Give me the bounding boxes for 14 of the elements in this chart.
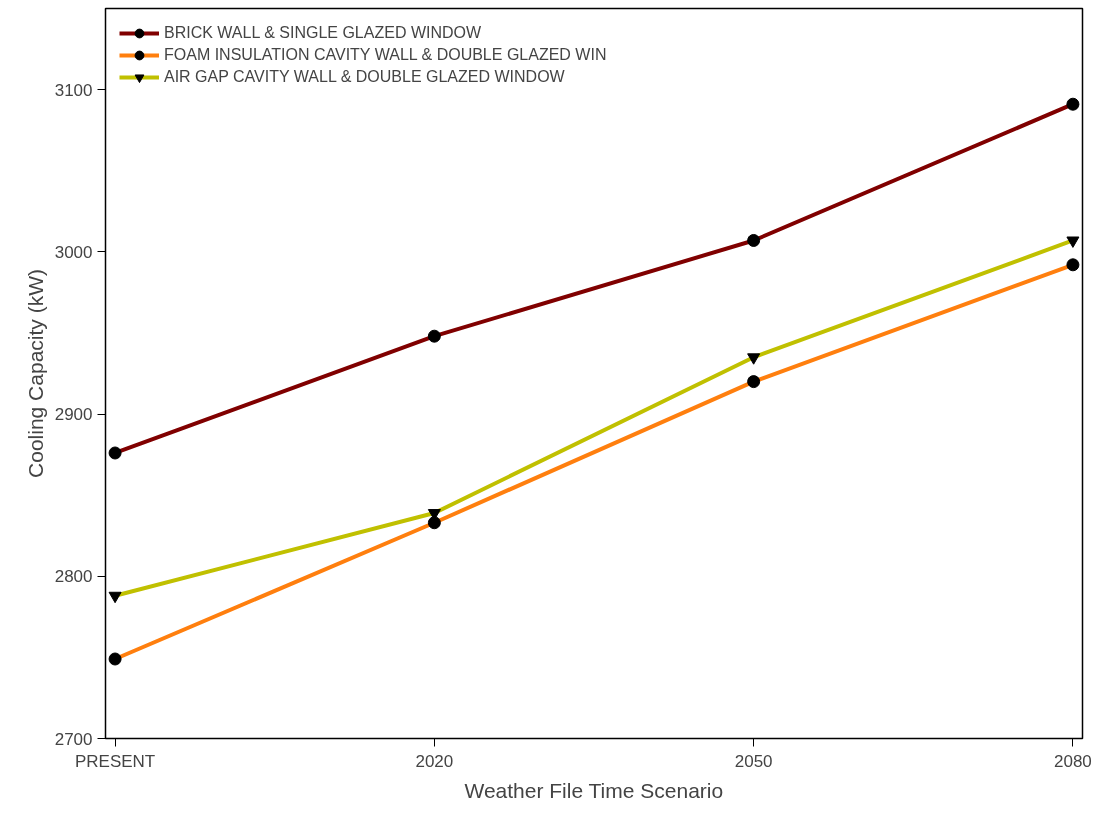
y-tick-label: 3100 bbox=[54, 80, 93, 100]
legend-label: AIR GAP CAVITY WALL & DOUBLE GLAZED WINDOW bbox=[164, 67, 565, 87]
y-tick-label: 3000 bbox=[54, 242, 93, 262]
y-tick-label: 2700 bbox=[54, 729, 93, 749]
x-tick-label: 2080 bbox=[1054, 751, 1092, 771]
y-tick-label: 2800 bbox=[54, 567, 93, 587]
x-tick-label: PRESENT bbox=[74, 751, 156, 771]
x-axis-title: Weather File Time Scenario bbox=[464, 778, 724, 802]
legend-label: FOAM INSULATION CAVITY WALL & DOUBLE GLAZED WIN bbox=[164, 45, 607, 65]
x-tick-label: 2050 bbox=[734, 751, 773, 771]
y-axis-title: Cooling Capacity (kW) bbox=[23, 269, 47, 478]
y-tick-label: 2900 bbox=[54, 405, 93, 425]
x-tick-label: 2020 bbox=[415, 751, 454, 771]
legend-label: BRICK WALL & SINGLE GLAZED WINDOW bbox=[164, 23, 482, 43]
